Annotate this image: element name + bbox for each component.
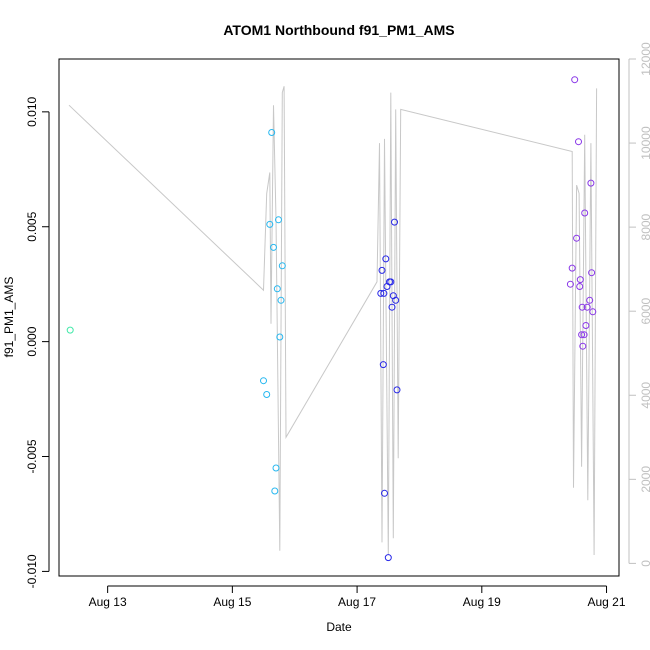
data-point	[260, 377, 267, 385]
x-axis-label: Date	[326, 620, 352, 634]
data-point	[566, 280, 574, 288]
y-tick-label: 0.010	[25, 97, 39, 127]
data-point	[581, 209, 589, 217]
x-tick-label: Aug 17	[338, 595, 376, 609]
data-point	[278, 262, 286, 270]
data-point	[571, 76, 579, 84]
data-point	[276, 333, 284, 341]
data-point	[582, 322, 590, 329]
data-point	[270, 243, 277, 251]
data-point	[573, 234, 581, 242]
y2-tick-label: 12000	[639, 42, 650, 76]
y-axis: -0.010 -0.005 0.000 0.005 0.010	[25, 97, 50, 588]
data-point	[580, 331, 588, 339]
y2-tick-label: 2000	[639, 466, 650, 493]
data-point	[273, 285, 281, 293]
data-point	[586, 296, 594, 304]
data-point	[66, 326, 74, 334]
data-point	[578, 303, 586, 311]
data-point	[277, 296, 285, 304]
x-tick-label: Aug 15	[213, 595, 251, 609]
data-point	[568, 264, 576, 272]
data-point	[263, 391, 271, 398]
data-point	[378, 266, 386, 274]
data-point	[575, 138, 582, 146]
data-point	[388, 303, 396, 311]
y2-tick-label: 8000	[639, 213, 650, 240]
data-point	[583, 303, 591, 311]
y-axis-label: f91_PM1_AMS	[2, 277, 16, 358]
data-point	[578, 331, 586, 339]
y2-tick-label: 4000	[639, 382, 650, 409]
data-point	[380, 289, 388, 297]
data-point	[266, 220, 274, 228]
data-point	[589, 308, 597, 316]
chart-title: ATOM1 Northbound f91_PM1_AMS	[223, 22, 454, 38]
y-tick-label: -0.005	[25, 439, 39, 473]
secondary-line	[68, 86, 598, 556]
data-point	[381, 489, 388, 497]
y2-tick-label: 0	[639, 560, 650, 567]
points-layer	[66, 76, 597, 562]
y2-axis: 0 2000 4000 6000 8000 10000 12000	[628, 42, 650, 567]
data-point	[275, 216, 282, 224]
y2-tick-label: 10000	[639, 126, 650, 160]
x-tick-label: Aug 21	[588, 595, 626, 609]
x-tick-label: Aug 13	[89, 595, 127, 609]
data-point	[379, 361, 387, 369]
data-point	[384, 554, 392, 562]
data-point	[576, 276, 584, 284]
data-point	[576, 283, 584, 290]
plot-frame	[58, 58, 620, 577]
data-point	[377, 289, 385, 297]
y2-tick-label: 6000	[639, 298, 650, 325]
y-tick-label: -0.010	[25, 554, 39, 588]
data-point	[271, 487, 279, 495]
data-point	[391, 218, 398, 226]
data-point	[392, 296, 400, 304]
secondary-line-layer	[68, 86, 598, 556]
data-point	[382, 255, 390, 263]
data-point	[579, 342, 587, 350]
data-point	[268, 129, 276, 136]
data-point	[387, 278, 395, 286]
data-point	[588, 269, 596, 277]
y-tick-label: 0.005	[25, 211, 39, 241]
data-point	[587, 179, 595, 187]
y-tick-label: 0.000	[25, 326, 39, 356]
data-point	[393, 386, 401, 394]
data-point	[272, 464, 280, 472]
x-tick-label: Aug 19	[463, 595, 501, 609]
x-axis: Aug 13 Aug 15 Aug 17 Aug 19 Aug 21	[89, 585, 626, 609]
